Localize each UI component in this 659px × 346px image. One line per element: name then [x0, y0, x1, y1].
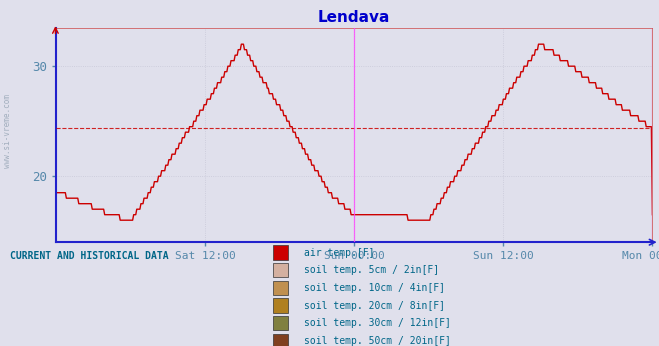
Text: soil temp. 20cm / 8in[F]: soil temp. 20cm / 8in[F] [304, 301, 445, 310]
Bar [273, 245, 288, 260]
Text: soil temp. 50cm / 20in[F]: soil temp. 50cm / 20in[F] [304, 336, 451, 346]
Text: soil temp. 10cm / 4in[F]: soil temp. 10cm / 4in[F] [304, 283, 445, 293]
Text: soil temp. 30cm / 12in[F]: soil temp. 30cm / 12in[F] [304, 318, 451, 328]
Title: Lendava: Lendava [318, 10, 390, 25]
Text: www.si-vreme.com: www.si-vreme.com [3, 94, 13, 169]
Bar [273, 316, 288, 330]
Bar [273, 263, 288, 277]
Bar [273, 298, 288, 313]
Bar [273, 334, 288, 346]
Text: CURRENT AND HISTORICAL DATA: CURRENT AND HISTORICAL DATA [10, 251, 169, 261]
Text: soil temp. 5cm / 2in[F]: soil temp. 5cm / 2in[F] [304, 265, 440, 275]
Bar [273, 281, 288, 295]
Text: air temp.[F]: air temp.[F] [304, 248, 375, 257]
